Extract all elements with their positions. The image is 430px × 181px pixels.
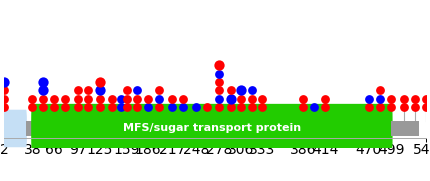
Point xyxy=(85,98,92,100)
Point xyxy=(203,106,210,109)
Point xyxy=(180,106,187,109)
Point xyxy=(29,106,36,109)
Point xyxy=(311,106,318,109)
Point xyxy=(75,89,82,92)
Point xyxy=(412,106,418,109)
Point xyxy=(259,106,266,109)
Point xyxy=(51,98,58,100)
Point xyxy=(97,98,104,100)
Point xyxy=(75,106,82,109)
Point xyxy=(376,106,383,109)
Point xyxy=(123,98,130,100)
Point xyxy=(108,106,115,109)
Point xyxy=(216,64,223,67)
Point xyxy=(388,106,395,109)
Point xyxy=(61,98,68,100)
Point xyxy=(400,106,407,109)
Point xyxy=(1,89,8,92)
Point xyxy=(40,98,47,100)
Text: MFS/sugar transport protein: MFS/sugar transport protein xyxy=(123,123,301,133)
Point xyxy=(180,98,187,100)
Point xyxy=(400,98,407,100)
Point xyxy=(29,98,36,100)
Point xyxy=(216,89,223,92)
Point xyxy=(422,106,429,109)
Point xyxy=(238,106,245,109)
Point xyxy=(249,106,255,109)
Point xyxy=(238,89,245,92)
Point xyxy=(366,106,372,109)
Point xyxy=(238,98,245,100)
Point xyxy=(155,98,162,100)
Bar xyxy=(26,121,32,136)
Point xyxy=(300,98,307,100)
Point xyxy=(300,106,307,109)
Point xyxy=(85,106,92,109)
Point xyxy=(97,81,104,83)
Point xyxy=(1,98,8,100)
Point xyxy=(108,98,115,100)
Point xyxy=(216,106,223,109)
Point xyxy=(97,89,104,92)
Point xyxy=(51,106,58,109)
Point xyxy=(193,106,200,109)
Point xyxy=(376,89,383,92)
Point xyxy=(322,98,329,100)
Point xyxy=(133,98,140,100)
Point xyxy=(249,89,255,92)
Point xyxy=(155,89,162,92)
Point xyxy=(1,106,8,109)
Point xyxy=(85,89,92,92)
Point xyxy=(97,106,104,109)
Point xyxy=(123,106,130,109)
Point xyxy=(144,98,151,100)
Point xyxy=(118,98,125,100)
Point xyxy=(322,106,329,109)
FancyBboxPatch shape xyxy=(31,104,393,153)
Point xyxy=(412,98,418,100)
Point xyxy=(168,98,175,100)
Point xyxy=(40,106,47,109)
Point xyxy=(216,72,223,75)
Point xyxy=(227,106,234,109)
Point xyxy=(40,89,47,92)
Point xyxy=(155,106,162,109)
Point xyxy=(216,81,223,83)
Point xyxy=(1,81,8,83)
Point xyxy=(118,106,125,109)
Point xyxy=(133,106,140,109)
Point xyxy=(366,98,372,100)
Point xyxy=(227,98,234,100)
Point xyxy=(422,98,429,100)
Point xyxy=(40,81,47,83)
Point xyxy=(144,106,151,109)
Point xyxy=(376,98,383,100)
Point xyxy=(388,98,395,100)
Point xyxy=(133,89,140,92)
Point xyxy=(249,98,255,100)
Point xyxy=(259,98,266,100)
Bar xyxy=(391,121,420,136)
FancyBboxPatch shape xyxy=(3,110,27,147)
Point xyxy=(123,89,130,92)
Point xyxy=(61,106,68,109)
Point xyxy=(227,89,234,92)
Point xyxy=(75,98,82,100)
Point xyxy=(216,98,223,100)
Point xyxy=(168,106,175,109)
